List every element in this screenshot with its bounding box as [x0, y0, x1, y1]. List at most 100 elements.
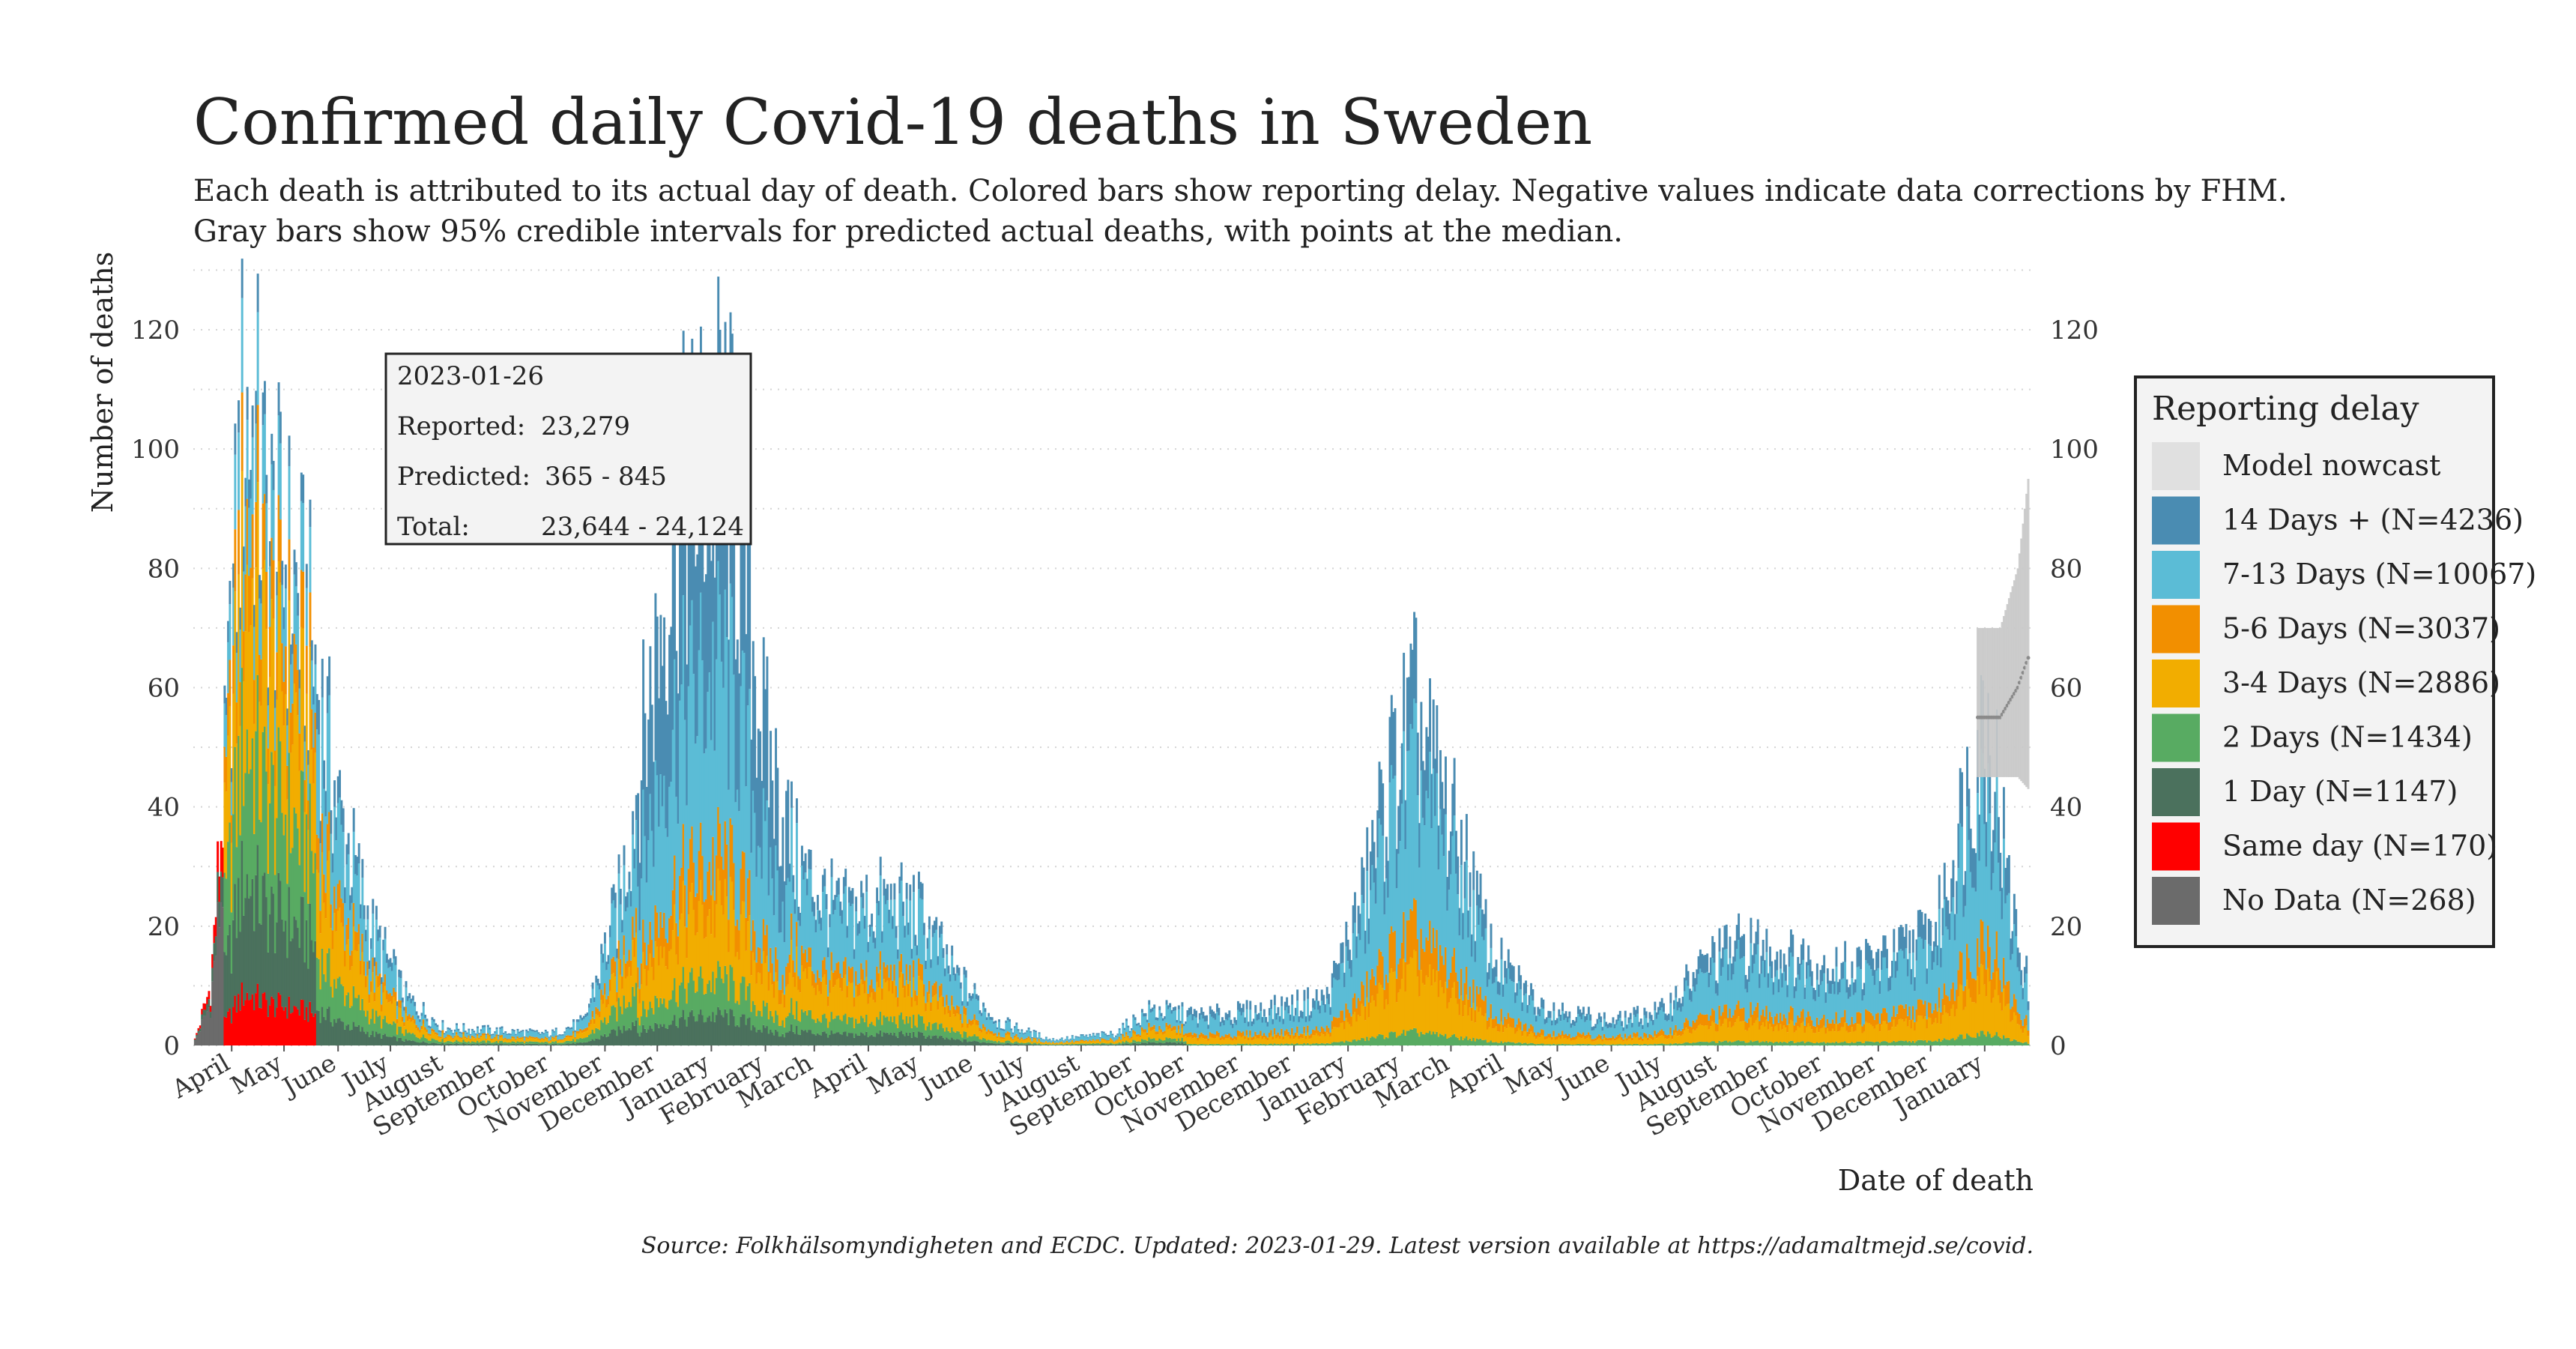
bar-segment	[1244, 1036, 1247, 1039]
bar-segment	[656, 912, 659, 947]
bar-segment	[809, 849, 812, 870]
bar-segment	[339, 908, 342, 977]
bar-segment	[820, 917, 823, 931]
bar-segment	[1585, 1044, 1588, 1045]
bar-segment	[282, 681, 285, 726]
bar-segment	[1408, 750, 1411, 920]
bar-segment	[654, 941, 657, 996]
bar-segment	[1676, 1036, 1679, 1044]
bar-segment	[414, 1001, 417, 1007]
bar-segment	[713, 577, 716, 751]
bar-segment	[1232, 1040, 1234, 1045]
bar-segment	[797, 1034, 800, 1045]
bar-segment	[1369, 890, 1372, 980]
bar-segment	[293, 574, 296, 634]
bar-segment	[670, 1024, 673, 1045]
bar-segment	[1076, 1036, 1079, 1038]
bar-segment	[996, 1044, 999, 1045]
bar-segment	[448, 1041, 451, 1044]
bar-segment	[1366, 871, 1369, 972]
bar-segment	[537, 1042, 540, 1045]
bar-segment	[363, 975, 366, 1011]
bar-segment	[342, 808, 345, 833]
bar-segment	[1181, 1024, 1184, 1028]
bar-segment	[1140, 1027, 1143, 1031]
bar-segment	[1170, 1027, 1173, 1032]
bar-segment	[780, 1004, 782, 1026]
bar-segment	[303, 779, 306, 812]
bar-segment	[1068, 1039, 1071, 1043]
bar-segment	[802, 1030, 805, 1045]
bar-segment	[871, 980, 874, 993]
bar-segment	[211, 968, 214, 982]
bar-segment	[357, 995, 360, 1026]
bar-segment	[829, 1021, 832, 1035]
bar-segment	[1177, 1029, 1180, 1039]
bar-segment	[1074, 1040, 1077, 1042]
bar-segment	[539, 1033, 542, 1036]
bar-segment	[1317, 1010, 1319, 1030]
bar-segment	[654, 593, 657, 761]
bar-segment	[943, 968, 946, 977]
bar-segment	[968, 1041, 971, 1045]
bar-segment	[1436, 705, 1439, 773]
bar-segment	[1681, 1028, 1684, 1035]
bar-segment	[1039, 1042, 1042, 1045]
bar-segment	[288, 752, 291, 887]
bar-segment	[1099, 1038, 1102, 1042]
bar-segment	[761, 878, 764, 964]
bar-segment	[1392, 779, 1395, 932]
bar-segment	[429, 1026, 432, 1029]
bar-segment	[302, 571, 305, 629]
bar-segment	[1265, 1022, 1268, 1036]
bar-segment	[1009, 1032, 1011, 1035]
bar-segment	[1027, 1044, 1030, 1045]
bar-segment	[1638, 1037, 1641, 1041]
bar-segment	[871, 992, 874, 1022]
bar-segment	[520, 1030, 523, 1033]
bar-segment	[719, 594, 722, 824]
bar-segment	[447, 1040, 450, 1044]
bar-segment	[551, 1038, 554, 1042]
bar-segment	[1064, 1044, 1067, 1045]
bar-segment	[1010, 1044, 1013, 1045]
bar-segment	[1556, 1039, 1558, 1045]
bar-segment	[490, 1044, 493, 1045]
bar-segment	[602, 1036, 605, 1045]
bar-segment	[1214, 1044, 1217, 1045]
bar-segment	[441, 1030, 444, 1033]
bar-segment	[481, 1025, 484, 1027]
bar-segment	[1509, 962, 1512, 980]
bar-segment	[629, 976, 632, 1007]
bar-segment	[1371, 1036, 1374, 1045]
bar-segment	[889, 884, 892, 900]
bar-segment	[973, 1014, 976, 1021]
bar-segment	[1687, 971, 1690, 986]
bar-segment	[1504, 1042, 1507, 1045]
bar-segment	[415, 1036, 418, 1042]
bar-segment	[504, 1031, 507, 1033]
bar-segment	[1685, 1042, 1688, 1045]
bar-segment	[1697, 974, 1700, 1015]
bar-segment	[1676, 1010, 1679, 1031]
bar-segment	[575, 1030, 578, 1034]
bar-segment	[1589, 1034, 1592, 1039]
bar-segment	[799, 926, 802, 980]
bar-segment	[614, 1030, 617, 1045]
bar-segment	[248, 1000, 250, 1045]
bar-segment	[598, 1030, 601, 1039]
bar-segment	[1094, 1040, 1097, 1042]
bar-segment	[1232, 1038, 1234, 1041]
bar-segment	[787, 878, 790, 964]
bar-segment	[1690, 1043, 1693, 1045]
bar-segment	[1281, 1006, 1284, 1029]
bar-segment	[492, 1033, 495, 1035]
bar-segment	[361, 1027, 364, 1045]
bar-segment	[717, 1007, 720, 1045]
bar-segment	[303, 892, 306, 963]
bar-segment	[1542, 1008, 1545, 1030]
bar-segment	[628, 967, 631, 1003]
bar-segment	[1074, 1043, 1077, 1045]
bar-segment	[696, 893, 699, 933]
bar-segment	[1374, 1038, 1377, 1045]
